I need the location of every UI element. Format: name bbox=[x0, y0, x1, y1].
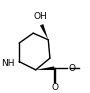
Text: O: O bbox=[68, 64, 75, 73]
Text: NH: NH bbox=[1, 59, 15, 68]
Text: O: O bbox=[51, 83, 58, 92]
Polygon shape bbox=[40, 24, 48, 40]
Polygon shape bbox=[36, 66, 54, 70]
Text: OH: OH bbox=[34, 12, 48, 21]
